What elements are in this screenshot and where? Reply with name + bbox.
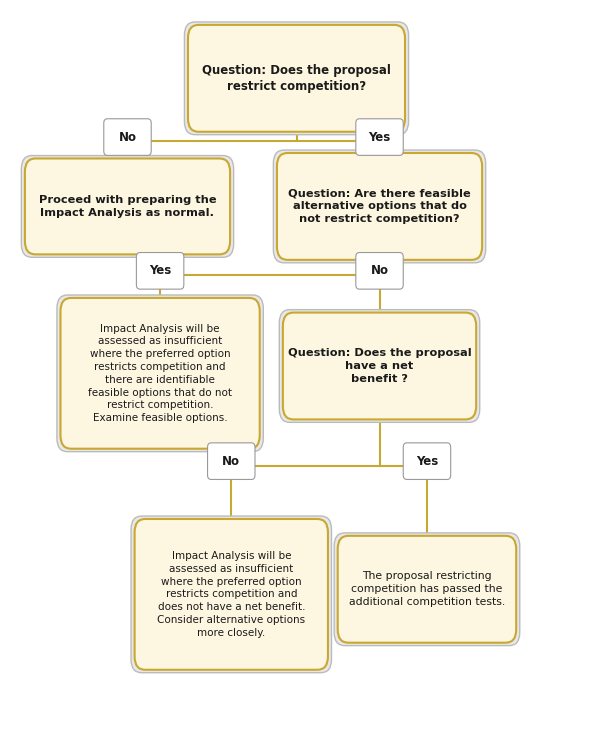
FancyBboxPatch shape bbox=[273, 150, 486, 263]
FancyBboxPatch shape bbox=[208, 443, 255, 479]
FancyBboxPatch shape bbox=[337, 536, 516, 643]
FancyBboxPatch shape bbox=[21, 156, 234, 258]
FancyBboxPatch shape bbox=[135, 519, 328, 670]
FancyBboxPatch shape bbox=[188, 25, 405, 132]
FancyBboxPatch shape bbox=[104, 119, 151, 155]
Text: Impact Analysis will be
assessed as insufficient
where the preferred option
rest: Impact Analysis will be assessed as insu… bbox=[157, 551, 305, 638]
Text: Question: Are there feasible
alternative options that do
not restrict competitio: Question: Are there feasible alternative… bbox=[288, 189, 471, 224]
FancyBboxPatch shape bbox=[283, 313, 476, 419]
FancyBboxPatch shape bbox=[356, 119, 403, 155]
FancyBboxPatch shape bbox=[60, 298, 260, 449]
Text: Yes: Yes bbox=[149, 264, 171, 277]
Text: The proposal restricting
competition has passed the
additional competition tests: The proposal restricting competition has… bbox=[349, 572, 505, 607]
FancyBboxPatch shape bbox=[136, 253, 184, 289]
FancyBboxPatch shape bbox=[279, 310, 480, 422]
Text: No: No bbox=[119, 130, 136, 143]
Text: Yes: Yes bbox=[416, 455, 438, 468]
Text: Impact Analysis will be
assessed as insufficient
where the preferred option
rest: Impact Analysis will be assessed as insu… bbox=[88, 324, 232, 423]
FancyBboxPatch shape bbox=[131, 516, 331, 673]
FancyBboxPatch shape bbox=[25, 159, 230, 255]
Text: Yes: Yes bbox=[368, 130, 391, 143]
FancyBboxPatch shape bbox=[356, 253, 403, 289]
FancyBboxPatch shape bbox=[403, 443, 451, 479]
FancyBboxPatch shape bbox=[277, 153, 482, 260]
Text: Proceed with preparing the
Impact Analysis as normal.: Proceed with preparing the Impact Analys… bbox=[39, 195, 216, 218]
FancyBboxPatch shape bbox=[184, 22, 409, 135]
FancyBboxPatch shape bbox=[57, 295, 263, 452]
Text: No: No bbox=[371, 264, 388, 277]
Text: No: No bbox=[222, 455, 240, 468]
Text: Question: Does the proposal
have a net
benefit ?: Question: Does the proposal have a net b… bbox=[288, 348, 471, 384]
Text: Question: Does the proposal
restrict competition?: Question: Does the proposal restrict com… bbox=[202, 64, 391, 93]
FancyBboxPatch shape bbox=[334, 533, 519, 646]
